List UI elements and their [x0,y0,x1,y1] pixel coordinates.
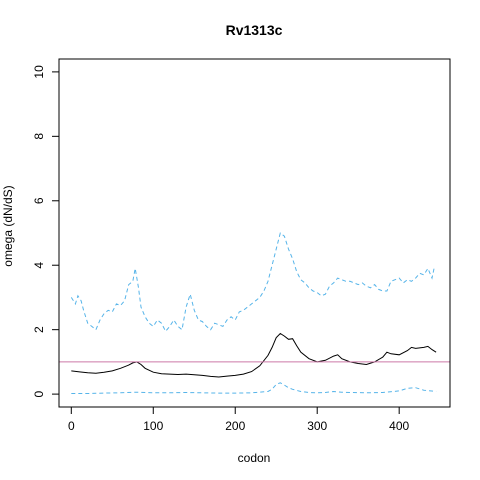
y-tick-label: 8 [32,133,46,140]
x-tick-label: 300 [307,419,327,433]
y-axis-label: omega (dN/dS) [1,185,15,266]
x-tick-label: 200 [225,419,245,433]
chart-title: Rv1313c [226,22,283,38]
y-tick-label: 4 [32,262,46,269]
x-tick-label: 0 [68,419,75,433]
series-line-2 [71,382,437,394]
y-tick-label: 2 [32,326,46,333]
plot-area [59,232,450,394]
y-tick-label: 0 [32,390,46,397]
x-axis: 0 100 200 300 400 [68,406,410,433]
x-axis-label: codon [238,451,271,465]
y-tick-label: 10 [32,65,46,79]
series-line-1 [70,232,435,333]
x-tick-label: 100 [143,419,163,433]
x-tick-label: 400 [389,419,409,433]
y-axis: 0 2 4 6 8 10 [32,65,60,397]
y-tick-label: 6 [32,197,46,204]
